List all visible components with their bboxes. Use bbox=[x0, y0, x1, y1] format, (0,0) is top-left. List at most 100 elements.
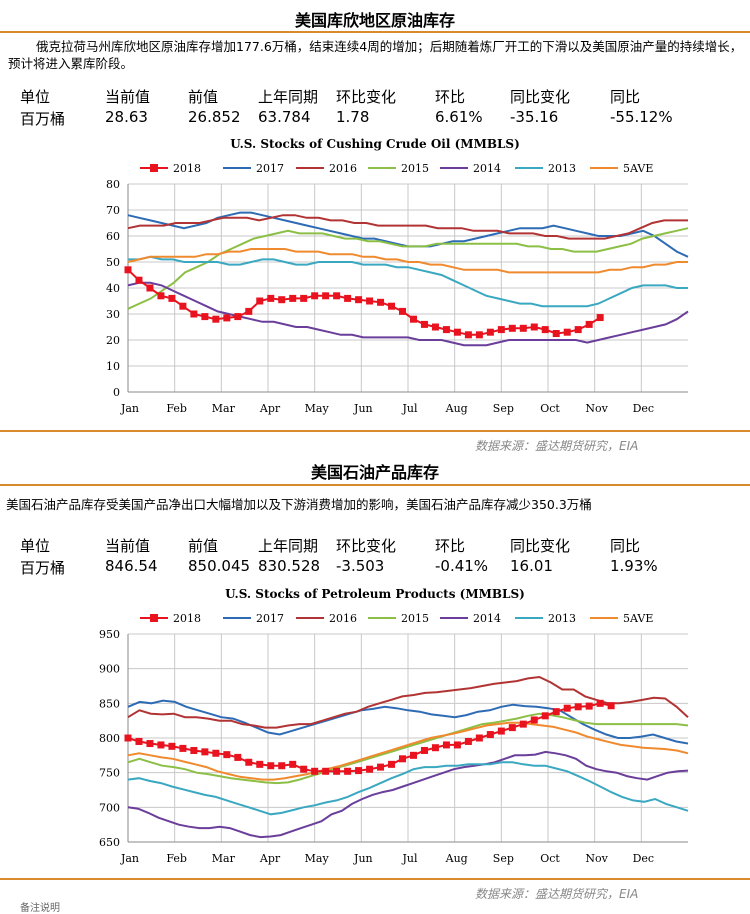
x-tick-label: Oct bbox=[540, 852, 560, 865]
legend-label: 2013 bbox=[548, 162, 576, 175]
stats-value-5: -0.41% bbox=[435, 557, 489, 575]
data-point-2018 bbox=[552, 708, 560, 716]
data-point-2018 bbox=[585, 320, 593, 328]
data-point-2018 bbox=[311, 767, 319, 775]
legend-label: 2014 bbox=[473, 612, 501, 625]
y-tick-label: 850 bbox=[99, 697, 120, 710]
stats-value-1: 846.54 bbox=[105, 557, 158, 575]
legend-item-2017: 2017 bbox=[223, 612, 284, 625]
legend-label: 2014 bbox=[473, 162, 501, 175]
stats-value-1: 28.63 bbox=[105, 108, 148, 126]
data-point-2018 bbox=[201, 748, 209, 756]
data-point-2018 bbox=[431, 744, 439, 752]
legend-item-2015: 2015 bbox=[368, 612, 429, 625]
data-point-2018 bbox=[486, 328, 494, 336]
stats-header-4: 环比变化 bbox=[336, 537, 397, 555]
y-tick-label: 40 bbox=[106, 282, 120, 295]
stats-value-7: -55.12% bbox=[610, 108, 673, 126]
data-point-2018 bbox=[322, 767, 330, 775]
stats-header-0: 单位 bbox=[20, 537, 51, 555]
legend-label: 2017 bbox=[256, 612, 284, 625]
series-line-2016 bbox=[127, 675, 689, 729]
series-line-2014 bbox=[127, 281, 689, 347]
series-line-2013 bbox=[127, 761, 689, 816]
data-point-2018 bbox=[530, 323, 538, 331]
chart2-title: U.S. Stocks of Petroleum Products (MMBLS… bbox=[225, 587, 525, 601]
legend-item-5AVE: 5AVE bbox=[590, 162, 653, 175]
stats-header-6: 同比变化 bbox=[510, 537, 571, 555]
data-point-2018 bbox=[344, 294, 352, 302]
stats-header-7: 同比 bbox=[610, 537, 641, 555]
stats-header-5: 环比 bbox=[435, 88, 466, 106]
legend-label: 5AVE bbox=[623, 612, 653, 625]
data-point-2018 bbox=[541, 326, 549, 334]
x-tick-label: Feb bbox=[166, 852, 187, 865]
series-line-5AVE bbox=[127, 248, 688, 274]
data-point-2018 bbox=[563, 704, 571, 712]
data-point-2018 bbox=[596, 699, 604, 707]
section1-stats-table: 单位 当前值 前值 上年同期 环比变化 环比 同比变化 同比 百万桶 28.63 26.852 63… bbox=[0, 86, 750, 130]
data-point-2018 bbox=[508, 724, 516, 732]
data-point-2018 bbox=[607, 702, 615, 710]
data-point-2018 bbox=[388, 302, 396, 310]
stats-value-2: 850.045 bbox=[188, 557, 251, 575]
footer-note: 备注说明 bbox=[20, 903, 60, 914]
data-point-2018 bbox=[322, 292, 330, 300]
data-point-2018 bbox=[157, 292, 165, 300]
section1-source: 数据来源：盛达期货研究，EIA bbox=[475, 439, 639, 453]
data-point-2018 bbox=[179, 744, 187, 752]
y-tick-label: 50 bbox=[106, 256, 120, 269]
legend-item-2016: 2016 bbox=[296, 612, 357, 625]
x-tick-label: Jun bbox=[353, 402, 373, 415]
data-point-2018 bbox=[420, 320, 428, 328]
stats-header-1: 当前值 bbox=[105, 537, 151, 555]
stats-header-1: 当前值 bbox=[105, 88, 151, 106]
data-point-2018 bbox=[267, 294, 275, 302]
section2-title: 美国石油产品库存 bbox=[310, 463, 439, 482]
x-tick-label: Mar bbox=[212, 402, 236, 415]
data-point-2018 bbox=[256, 297, 264, 305]
data-point-2018 bbox=[333, 767, 341, 775]
y-tick-label: 10 bbox=[106, 360, 120, 373]
x-tick-label: Jan bbox=[120, 402, 139, 415]
stats-value-7: 1.93% bbox=[610, 557, 658, 575]
data-point-2018 bbox=[366, 765, 374, 773]
section1-description: 俄克拉荷马州库欣地区原油库存增加177.6万桶，结束连续4周的增加；后期随着炼厂… bbox=[8, 39, 743, 71]
data-point-2018 bbox=[366, 297, 374, 305]
legend-marker bbox=[150, 164, 158, 172]
data-point-2018 bbox=[124, 734, 132, 742]
series-line-2014 bbox=[127, 750, 689, 839]
y-tick-label: 700 bbox=[99, 801, 120, 814]
legend-item-2014: 2014 bbox=[440, 612, 501, 625]
data-point-2018 bbox=[300, 765, 308, 773]
data-point-2018 bbox=[157, 741, 165, 749]
data-point-2018 bbox=[333, 292, 341, 300]
legend-item-2013: 2013 bbox=[515, 612, 576, 625]
x-tick-label: Oct bbox=[540, 402, 560, 415]
chart1-title: U.S. Stocks of Cushing Crude Oil (MMBLS) bbox=[230, 137, 520, 151]
stats-header-6: 同比变化 bbox=[510, 88, 571, 106]
stats-header-row: 单位 当前值 前值 上年同期 环比变化 环比 同比变化 同比 bbox=[0, 86, 750, 108]
section2-stats-table: 单位 当前值 前值 上年同期 环比变化 环比 同比变化 同比 百万桶 846.54 850.045… bbox=[0, 535, 750, 579]
data-point-2018 bbox=[212, 315, 220, 323]
data-point-2018 bbox=[179, 302, 187, 310]
data-point-2018 bbox=[464, 737, 472, 745]
chart2-petroleum-products: 2018 2017 2016 2015 2014 2013 5AVE 650 700 750 800… bbox=[99, 612, 689, 865]
legend-item-2018: 2018 bbox=[140, 162, 201, 175]
stats-value-4: -3.503 bbox=[336, 557, 385, 575]
legend-item-2015: 2015 bbox=[368, 162, 429, 175]
y-tick-label: 750 bbox=[99, 767, 120, 780]
stats-value-2: 26.852 bbox=[188, 108, 241, 126]
legend-label: 2016 bbox=[329, 612, 357, 625]
x-tick-label: Apr bbox=[259, 852, 281, 865]
stats-header-0: 单位 bbox=[20, 88, 51, 106]
data-point-2018 bbox=[377, 763, 385, 771]
stats-value-6: 16.01 bbox=[510, 557, 553, 575]
data-point-2018 bbox=[124, 266, 132, 274]
stats-header-2: 前值 bbox=[188, 88, 219, 106]
x-tick-label: Nov bbox=[585, 852, 608, 865]
data-point-2018 bbox=[135, 737, 143, 745]
section1-bottom-rule bbox=[0, 430, 750, 432]
x-tick-label: Dec bbox=[633, 402, 655, 415]
data-point-2018 bbox=[146, 284, 154, 292]
